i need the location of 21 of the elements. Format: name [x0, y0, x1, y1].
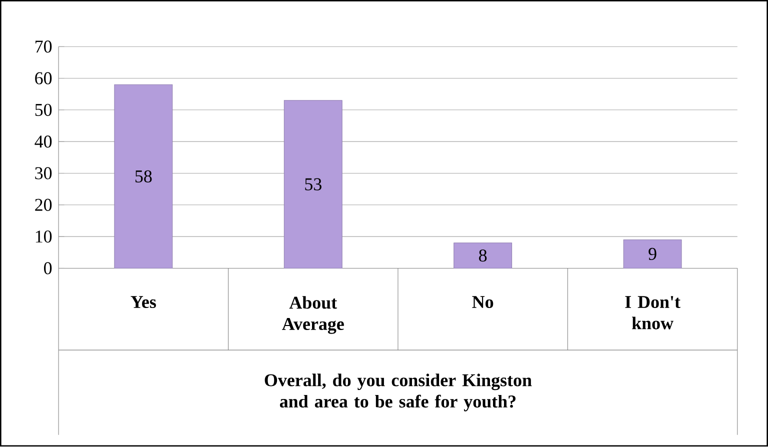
x-tick-label: I Don't know — [625, 296, 680, 330]
y-tick-label: 0 — [44, 262, 52, 274]
x-tick-label: Yes — [130, 296, 156, 308]
data-label: 53 — [305, 178, 322, 191]
y-tick-label: 30 — [35, 167, 52, 180]
y-tick-label: 50 — [35, 104, 52, 116]
x-axis-title: Overall, do you consider Kingston and area to be safe for youth? — [264, 374, 532, 412]
x-tick-label: About Average — [282, 296, 344, 334]
y-tick-label: 40 — [34, 136, 52, 148]
y-tick-label: 70 — [36, 40, 52, 53]
y-tick-label: 10 — [36, 230, 52, 243]
data-label: 8 — [479, 250, 487, 262]
bar — [454, 242, 512, 269]
bar — [623, 240, 682, 269]
y-tick-label: 20 — [35, 199, 52, 212]
y-tick-label: 60 — [35, 72, 52, 85]
bar — [114, 84, 173, 269]
data-label: 9 — [648, 248, 656, 260]
x-tick-label: No — [472, 296, 494, 308]
bar — [284, 100, 342, 269]
data-label: 58 — [135, 170, 152, 183]
